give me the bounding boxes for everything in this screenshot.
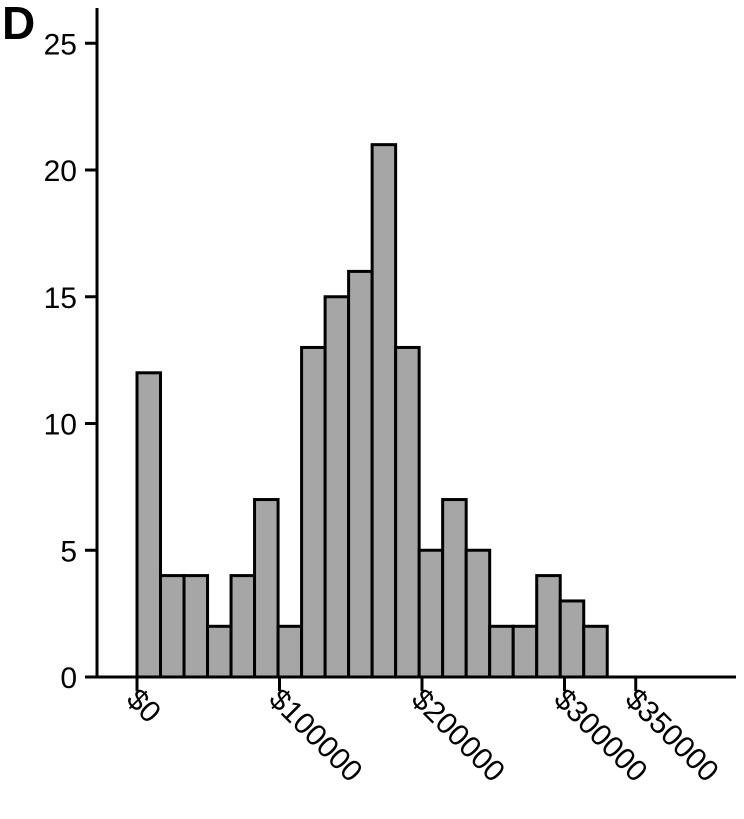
histogram-bar <box>159 574 186 679</box>
histogram-bar <box>300 345 327 679</box>
axes-group <box>95 8 736 679</box>
histogram-bar <box>417 548 445 679</box>
histogram-bar <box>464 548 492 679</box>
histogram-bar <box>441 498 468 679</box>
histogram-bar <box>488 624 515 679</box>
histogram-bar <box>323 295 351 679</box>
y-tick-label: 25 <box>44 28 77 61</box>
histogram-bar <box>394 345 421 679</box>
y-tick-label: 15 <box>44 282 77 315</box>
histogram-bar <box>511 624 539 679</box>
y-ticks-group: 0 5 10 15 20 25 <box>44 28 97 695</box>
panel-label: D <box>2 0 36 49</box>
histogram-bar <box>558 599 586 679</box>
y-tick-label: 20 <box>44 155 77 188</box>
histogram-bar <box>206 624 233 679</box>
y-tick-label: 10 <box>44 409 77 442</box>
x-ticks-group: $0 $100000 $200000 $300000$350000 <box>120 677 725 789</box>
histogram-bar <box>229 574 257 679</box>
histogram-bar <box>347 269 374 679</box>
histogram-bar <box>276 624 304 679</box>
x-tick-label: $100000 <box>263 683 369 789</box>
y-tick-label: 5 <box>60 535 77 568</box>
y-tick-label: 0 <box>60 662 77 695</box>
histogram-bar <box>253 498 280 679</box>
histogram-bar <box>182 574 210 679</box>
histogram-bar <box>370 143 398 679</box>
bars-group <box>135 143 609 679</box>
x-tick-label: $200000 <box>405 683 511 789</box>
x-tick-label: $0 <box>120 683 167 730</box>
histogram-bar <box>535 574 562 679</box>
histogram-bar <box>582 624 609 679</box>
histogram-bar <box>135 371 163 679</box>
